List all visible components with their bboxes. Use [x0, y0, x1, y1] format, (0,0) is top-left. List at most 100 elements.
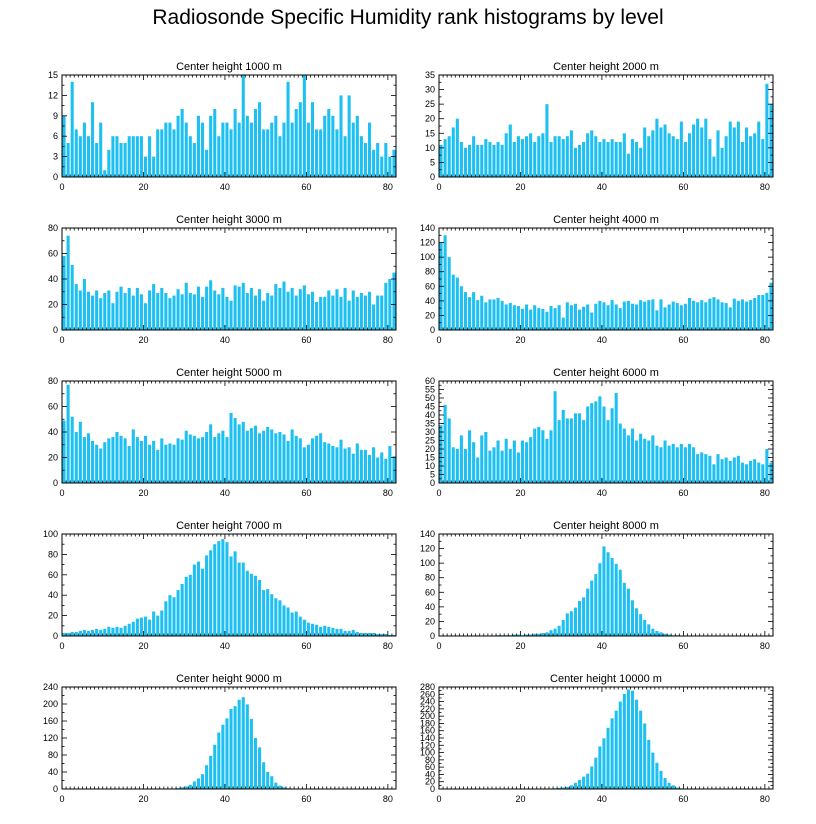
histogram-bar [241, 697, 245, 789]
histogram-bar [298, 616, 302, 636]
histogram-bar [95, 143, 99, 177]
histogram-bar [529, 309, 533, 330]
histogram-bar [294, 295, 298, 330]
histogram-bar [643, 438, 647, 483]
histogram-bar [184, 282, 188, 330]
histogram-bar [135, 618, 139, 636]
histogram-bar [148, 444, 152, 483]
histogram-bar [172, 129, 176, 177]
x-tick-label: 40 [597, 794, 607, 804]
y-tick-label: 240 [420, 697, 435, 707]
histogram-bar [241, 421, 245, 483]
histogram-bar [131, 136, 135, 177]
histogram-bar [594, 574, 598, 636]
histogram-bar [577, 144, 582, 177]
histogram-bar [622, 428, 626, 483]
histogram-bar [451, 127, 455, 177]
histogram-bar [508, 124, 512, 177]
histogram-bar [376, 143, 380, 177]
histogram-bar [565, 418, 569, 483]
histogram-bar [343, 448, 347, 483]
histogram-bar [172, 295, 176, 330]
histogram-bar [119, 435, 123, 483]
histogram-bar [508, 449, 512, 483]
histogram-bar [724, 457, 728, 483]
histogram-bar [107, 290, 111, 330]
x-tick-label: 0 [59, 488, 64, 498]
histogram-bar [82, 629, 86, 636]
histogram-bar [541, 308, 545, 330]
histogram-bar [602, 546, 606, 636]
x-tick-label: 0 [59, 335, 64, 345]
x-tick-label: 60 [301, 335, 311, 345]
histogram-bar [221, 287, 225, 330]
histogram-bar [298, 438, 302, 484]
histogram-bar [160, 287, 164, 330]
histogram-bar [561, 139, 565, 177]
y-tick-label: 40 [425, 769, 435, 779]
histogram-bar [306, 444, 310, 483]
histogram-bar [618, 569, 622, 636]
histogram-bar [355, 443, 359, 483]
histogram-bar [659, 127, 663, 177]
x-tick-label: 20 [138, 794, 148, 804]
histogram-bar [270, 295, 274, 330]
histogram-bar [582, 597, 586, 636]
histogram-bar [266, 589, 270, 636]
histogram-bar [213, 544, 217, 636]
y-tick-label: 180 [420, 718, 435, 728]
histogram-bar [692, 447, 696, 483]
y-tick-label: 160 [43, 716, 58, 726]
histogram-bar [192, 294, 196, 330]
histogram-bar [618, 701, 622, 789]
histogram-bar [590, 312, 594, 330]
histogram-bar [233, 109, 237, 177]
panel-title: Center height 3000 m [176, 214, 282, 226]
histogram-bar [687, 133, 692, 177]
histogram-bar [258, 433, 262, 483]
histogram-bar [233, 417, 237, 483]
histogram-bar [233, 706, 237, 790]
histogram-bar [447, 136, 451, 177]
histogram-bar [127, 287, 131, 330]
histogram-bar [647, 136, 651, 177]
histogram-bar [282, 605, 286, 636]
x-tick-label: 60 [301, 182, 311, 192]
histogram-bar [388, 156, 392, 177]
histogram-bar [602, 139, 606, 177]
y-tick-label: 60 [425, 376, 435, 386]
histogram-bar [156, 129, 160, 177]
histogram-bar [86, 433, 91, 483]
histogram-bar [744, 127, 749, 177]
histogram-bar [696, 302, 700, 330]
histogram-bar [184, 122, 188, 177]
histogram-bar [205, 286, 209, 330]
histogram-bar [765, 83, 769, 177]
histogram-bar [635, 304, 639, 330]
histogram-bar [728, 307, 732, 330]
histogram-bar [545, 104, 549, 177]
x-tick-label: 60 [301, 488, 311, 498]
x-tick-label: 20 [515, 641, 525, 651]
histogram-bar [516, 136, 520, 177]
histogram-bar [258, 102, 262, 177]
y-tick-label: 80 [48, 223, 58, 233]
histogram-bar [262, 300, 266, 330]
histogram-bar [335, 447, 339, 483]
histogram-bar [651, 299, 655, 330]
histogram-bar [86, 291, 91, 330]
histogram-bar [439, 425, 443, 483]
histogram-bar [225, 122, 229, 177]
histogram-bar [516, 634, 520, 636]
histogram-bar [598, 396, 602, 483]
histogram-bar [262, 129, 266, 177]
histogram-bar [659, 447, 663, 483]
histogram-bar [573, 413, 577, 483]
histogram-bar [99, 629, 103, 636]
histogram-bar [376, 295, 380, 330]
histogram-bar [262, 590, 266, 636]
histogram-bar [744, 301, 749, 330]
histogram-bar [103, 293, 107, 330]
histogram-bar [335, 129, 339, 177]
histogram-bar [663, 633, 667, 636]
